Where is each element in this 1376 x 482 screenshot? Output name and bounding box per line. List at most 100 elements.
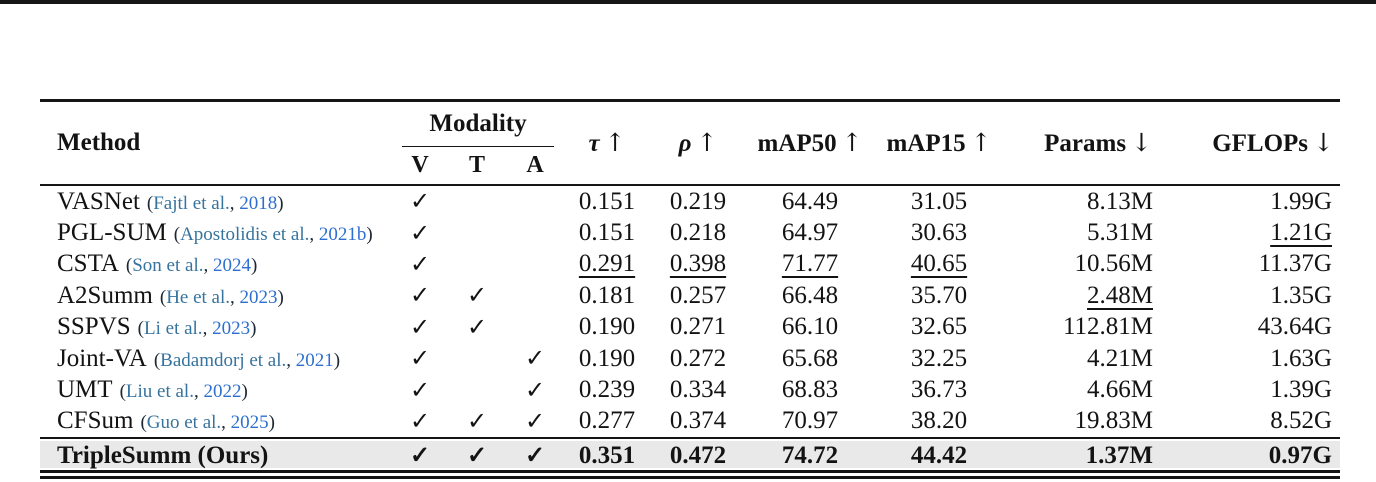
value-gflops: 43.64G bbox=[1257, 313, 1332, 341]
value-params: 1.37M bbox=[1085, 441, 1153, 469]
citation-paren: ( bbox=[125, 255, 133, 277]
cell-gflops: 0.97G bbox=[1156, 442, 1340, 470]
table-row: Joint-VA (Badamdorj et al., 2021) ✓ ✓ 0.190 0… bbox=[40, 343, 1340, 374]
cell-tau: 0.190 bbox=[564, 313, 650, 341]
value-map50: 68.83 bbox=[781, 376, 839, 404]
value-rho: 0.257 bbox=[669, 281, 727, 309]
value-params: 112.81M bbox=[1062, 313, 1153, 341]
col-header-tau: τ ↑ bbox=[588, 128, 625, 158]
cell-tau: 0.190 bbox=[564, 345, 650, 373]
table-row: CSTA (Son et al., 2024) ✓ 0.291 0.398 71.77 40… bbox=[40, 249, 1340, 280]
method-cell: CFSum (Guo et al., 2025) bbox=[40, 407, 392, 435]
check-icon-a: ✓ bbox=[524, 346, 546, 373]
value-map50: 70.97 bbox=[781, 407, 839, 435]
citation-year: 2025 bbox=[230, 412, 269, 434]
value-map50: 74.72 bbox=[781, 441, 839, 469]
citation-paren: , bbox=[221, 412, 231, 434]
citation-link[interactable]: (He et al., 2023) bbox=[160, 287, 284, 308]
table-row-ours: TripleSumm (Ours) ✓ ✓ ✓ 0.351 0.472 74.72 44.42… bbox=[40, 441, 1340, 470]
citation-link[interactable]: (Apostolidis et al., 2021b) bbox=[174, 224, 373, 245]
citation-author: Fajtl et al. bbox=[153, 192, 230, 214]
citation-author: He et al. bbox=[166, 286, 231, 308]
value-gflops: 0.97G bbox=[1268, 441, 1332, 469]
table-body: VASNet (Fajtl et al., 2018) ✓ 0.151 0.219 64.… bbox=[40, 186, 1340, 437]
cell-map15: 44.42 bbox=[874, 442, 1004, 470]
cell-params: 10.56M bbox=[1004, 250, 1156, 278]
cell-rho: 0.271 bbox=[650, 313, 746, 341]
cell-params: 1.37M bbox=[1004, 442, 1156, 470]
table-row: CFSum (Guo et al., 2025) ✓ ✓ ✓ 0.277 0.374 70.9… bbox=[40, 406, 1340, 437]
value-gflops: 1.21G bbox=[1270, 219, 1332, 247]
method-cell: A2Summ (He et al., 2023) bbox=[40, 282, 392, 310]
value-map15: 32.25 bbox=[910, 344, 968, 372]
table-row: SSPVS (Li et al., 2023) ✓ ✓ 0.190 0.271 66.10 3… bbox=[40, 312, 1340, 343]
citation-paren: ( bbox=[146, 192, 154, 214]
value-params: 2.48M bbox=[1087, 281, 1153, 309]
params-label: Params bbox=[1044, 130, 1127, 157]
value-tau: 0.181 bbox=[578, 281, 636, 309]
value-tau: 0.190 bbox=[578, 313, 636, 341]
citation-paren: , bbox=[230, 286, 240, 308]
method-cell: PGL-SUM (Apostolidis et al., 2021b) bbox=[40, 219, 392, 247]
table-row: A2Summ (He et al., 2023) ✓ ✓ 0.181 0.257 66.48… bbox=[40, 280, 1340, 311]
cell-tau: 0.351 bbox=[564, 442, 650, 470]
value-rho: 0.374 bbox=[669, 407, 727, 435]
citation-paren: ) bbox=[366, 224, 373, 246]
value-rho: 0.272 bbox=[669, 344, 727, 372]
citation-paren: ( bbox=[140, 412, 147, 434]
citation-paren: ( bbox=[173, 224, 181, 246]
cell-map50: 65.68 bbox=[746, 345, 874, 373]
citation-link[interactable]: (Son et al., 2024) bbox=[126, 255, 257, 276]
col-header-params: Params ↓ bbox=[1044, 128, 1156, 158]
value-map50: 65.68 bbox=[781, 344, 839, 372]
citation-author: Guo et al. bbox=[146, 412, 222, 434]
citation-paren: ) bbox=[250, 255, 258, 277]
up-arrow-icon: ↑ bbox=[970, 128, 992, 157]
value-gflops: 11.37G bbox=[1258, 250, 1332, 278]
citation-paren: ( bbox=[119, 381, 126, 403]
map15-label: mAP15 bbox=[886, 130, 966, 157]
value-map15: 40.65 bbox=[910, 250, 968, 278]
citation-link[interactable]: (Badamdorj et al., 2021) bbox=[154, 350, 340, 371]
citation-link[interactable]: (Liu et al., 2022) bbox=[120, 381, 248, 402]
check-icon-v: ✓ bbox=[409, 377, 431, 404]
value-params: 10.56M bbox=[1074, 250, 1153, 278]
citation-paren: ( bbox=[153, 349, 161, 371]
citation-paren: ) bbox=[277, 286, 284, 308]
ours-row-container: TripleSumm (Ours) ✓ ✓ ✓ 0.351 0.472 74.72 44.42… bbox=[40, 441, 1340, 470]
citation-paren: , bbox=[229, 192, 240, 214]
citation-paren: , bbox=[202, 318, 213, 340]
citation-author: Badamdorj et al. bbox=[160, 349, 287, 371]
citation-year: 2021b bbox=[318, 224, 367, 246]
value-gflops: 1.63G bbox=[1270, 344, 1332, 372]
cell-rho: 0.218 bbox=[650, 219, 746, 247]
cell-map50: 64.49 bbox=[746, 188, 874, 216]
citation-paren: ) bbox=[250, 318, 257, 340]
up-arrow-icon: ↑ bbox=[696, 128, 718, 157]
col-header-map50: mAP50 ↑ bbox=[757, 128, 862, 158]
check-icon-v: ✓ bbox=[409, 346, 431, 373]
down-arrow-icon: ↓ bbox=[1313, 128, 1334, 157]
cell-rho: 0.472 bbox=[650, 442, 746, 470]
check-icon-a: ✓ bbox=[524, 408, 546, 435]
check-icon-v: ✓ bbox=[409, 283, 431, 310]
cell-params: 2.48M bbox=[1004, 282, 1156, 310]
col-header-modality-group: Modality bbox=[402, 102, 554, 147]
citation-link[interactable]: (Guo et al., 2025) bbox=[140, 412, 275, 433]
col-header-modality-t: T bbox=[468, 152, 485, 178]
check-icon-v: ✓ bbox=[409, 220, 431, 247]
table-row: UMT (Liu et al., 2022) ✓ ✓ 0.239 0.334 68.83 36… bbox=[40, 374, 1340, 405]
table-row: VASNet (Fajtl et al., 2018) ✓ 0.151 0.219 64.… bbox=[40, 186, 1340, 217]
check-icon-v: ✓ bbox=[409, 251, 431, 278]
citation-author: Liu et al. bbox=[125, 381, 194, 403]
citation-link[interactable]: (Li et al., 2023) bbox=[138, 318, 257, 339]
value-map50: 66.10 bbox=[781, 313, 839, 341]
cell-params: 8.13M bbox=[1004, 188, 1156, 216]
table-top-rule bbox=[40, 99, 1340, 102]
value-tau: 0.351 bbox=[578, 441, 636, 469]
cell-rho: 0.219 bbox=[650, 188, 746, 216]
citation-link[interactable]: (Fajtl et al., 2018) bbox=[147, 193, 284, 214]
value-tau: 0.277 bbox=[578, 407, 636, 435]
value-map50: 71.77 bbox=[781, 250, 839, 278]
method-cell: TripleSumm (Ours) bbox=[40, 442, 392, 470]
